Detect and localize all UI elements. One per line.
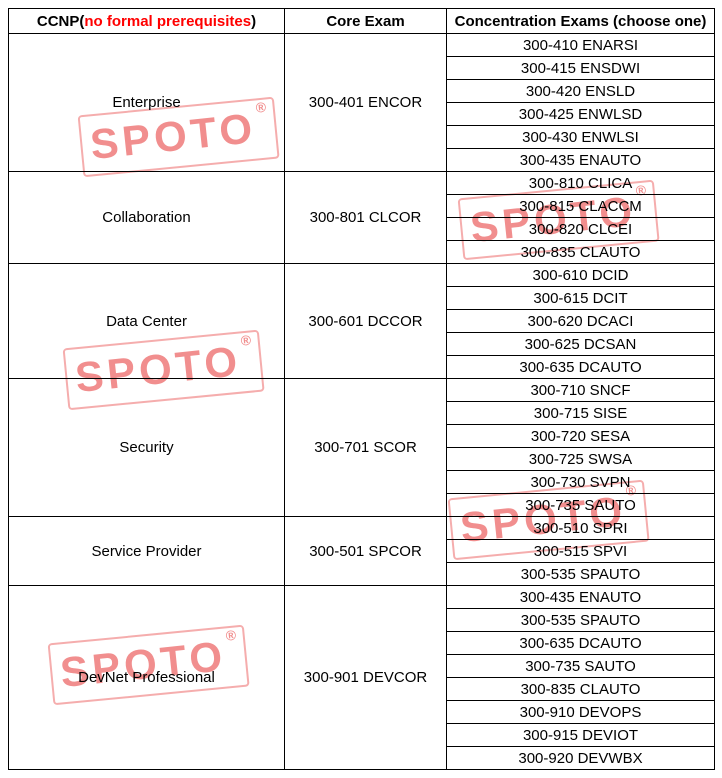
table-row: DevNet Professional300-901 DEVCOR300-435… (9, 586, 715, 609)
core-exam-cell: 300-401 ENCOR (285, 34, 447, 172)
concentration-exam-cell: 300-810 CLICA (447, 172, 715, 195)
core-exam-cell: 300-801 CLCOR (285, 172, 447, 264)
track-cell: Enterprise (9, 34, 285, 172)
concentration-exam-cell: 300-435 ENAUTO (447, 149, 715, 172)
concentration-exam-cell: 300-430 ENWLSI (447, 126, 715, 149)
table-row: Service Provider300-501 SPCOR300-510 SPR… (9, 517, 715, 540)
concentration-exam-cell: 300-620 DCACI (447, 310, 715, 333)
table-row: Data Center300-601 DCCOR300-610 DCID (9, 264, 715, 287)
concentration-exam-cell: 300-720 SESA (447, 425, 715, 448)
concentration-exam-cell: 300-710 SNCF (447, 379, 715, 402)
concentration-exam-cell: 300-635 DCAUTO (447, 632, 715, 655)
concentration-exam-cell: 300-820 CLCEI (447, 218, 715, 241)
table-row: Enterprise300-401 ENCOR300-410 ENARSI (9, 34, 715, 57)
track-cell: Service Provider (9, 517, 285, 586)
track-cell: DevNet Professional (9, 586, 285, 770)
header-concentration: Concentration Exams (choose one) (447, 9, 715, 34)
concentration-exam-cell: 300-735 SAUTO (447, 655, 715, 678)
header-core: Core Exam (285, 9, 447, 34)
header-track-prefix: CCNP( (37, 13, 85, 30)
concentration-exam-cell: 300-410 ENARSI (447, 34, 715, 57)
table-body: Enterprise300-401 ENCOR300-410 ENARSI300… (9, 34, 715, 770)
concentration-exam-cell: 300-615 DCIT (447, 287, 715, 310)
core-exam-cell: 300-601 DCCOR (285, 264, 447, 379)
concentration-exam-cell: 300-910 DEVOPS (447, 701, 715, 724)
ccnp-exam-table: CCNP(no formal prerequisites) Core Exam … (8, 8, 715, 770)
core-exam-cell: 300-701 SCOR (285, 379, 447, 517)
header-track-red: no formal prerequisites (84, 13, 251, 30)
core-exam-cell: 300-901 DEVCOR (285, 586, 447, 770)
concentration-exam-cell: 300-815 CLACCM (447, 195, 715, 218)
concentration-exam-cell: 300-425 ENWLSD (447, 103, 715, 126)
concentration-exam-cell: 300-415 ENSDWI (447, 57, 715, 80)
core-exam-cell: 300-501 SPCOR (285, 517, 447, 586)
concentration-exam-cell: 300-835 CLAUTO (447, 241, 715, 264)
concentration-exam-cell: 300-835 CLAUTO (447, 678, 715, 701)
track-cell: Collaboration (9, 172, 285, 264)
concentration-exam-cell: 300-535 SPAUTO (447, 609, 715, 632)
concentration-exam-cell: 300-735 SAUTO (447, 494, 715, 517)
track-cell: Security (9, 379, 285, 517)
concentration-exam-cell: 300-535 SPAUTO (447, 563, 715, 586)
concentration-exam-cell: 300-635 DCAUTO (447, 356, 715, 379)
concentration-exam-cell: 300-725 SWSA (447, 448, 715, 471)
table-row: Security300-701 SCOR300-710 SNCF (9, 379, 715, 402)
concentration-exam-cell: 300-730 SVPN (447, 471, 715, 494)
concentration-exam-cell: 300-435 ENAUTO (447, 586, 715, 609)
table-row: Collaboration300-801 CLCOR300-810 CLICA (9, 172, 715, 195)
header-row: CCNP(no formal prerequisites) Core Exam … (9, 9, 715, 34)
header-track-suffix: ) (251, 13, 256, 30)
concentration-exam-cell: 300-920 DEVWBX (447, 747, 715, 770)
concentration-exam-cell: 300-715 SISE (447, 402, 715, 425)
concentration-exam-cell: 300-610 DCID (447, 264, 715, 287)
header-track: CCNP(no formal prerequisites) (9, 9, 285, 34)
concentration-exam-cell: 300-625 DCSAN (447, 333, 715, 356)
track-cell: Data Center (9, 264, 285, 379)
concentration-exam-cell: 300-420 ENSLD (447, 80, 715, 103)
concentration-exam-cell: 300-510 SPRI (447, 517, 715, 540)
concentration-exam-cell: 300-915 DEVIOT (447, 724, 715, 747)
concentration-exam-cell: 300-515 SPVI (447, 540, 715, 563)
